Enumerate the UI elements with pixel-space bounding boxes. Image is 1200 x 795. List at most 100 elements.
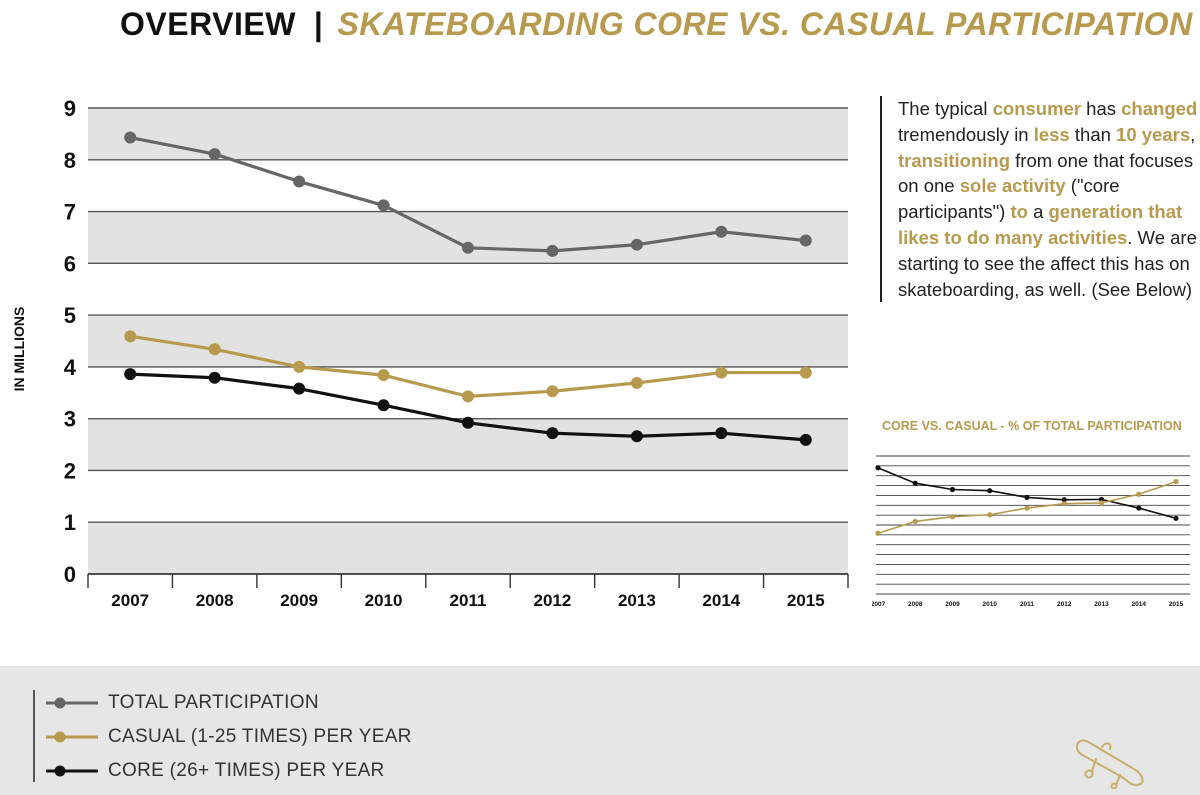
skateboard-icon <box>1076 739 1144 789</box>
desc-text: The typical <box>898 98 993 119</box>
desc-text: has <box>1081 98 1122 119</box>
y-tick-label: 8 <box>64 148 76 173</box>
legend-area: TOTAL PARTICIPATION CASUAL (1-25 TIMES) … <box>0 666 1200 795</box>
mini-data-point-casual <box>875 530 881 536</box>
desc-highlight: changed <box>1121 98 1198 119</box>
desc-highlight: to <box>1010 201 1028 223</box>
legend-swatch-core <box>46 765 98 777</box>
mini-data-point-core <box>1024 494 1030 500</box>
title-separator: | <box>313 6 324 42</box>
x-tick-label: 2013 <box>618 591 656 610</box>
mini-data-point-casual <box>1173 479 1179 485</box>
legend-item-total: TOTAL PARTICIPATION <box>44 686 412 720</box>
legend-divider <box>33 690 35 782</box>
mini-x-tick-label: 2010 <box>983 601 998 608</box>
gridband <box>88 315 848 367</box>
desc-text: tremendously in <box>898 123 1034 145</box>
mini-x-tick-label: 2007 <box>872 601 886 608</box>
mini-x-tick-label: 2011 <box>1020 601 1034 608</box>
gridband <box>88 211 848 264</box>
main-line-chart: 0 1 2 3 4 5 6 7 8 9 2007 2008 2009 2010 2011 2012 2013 20… <box>11 96 849 610</box>
legend-label-core: CORE (26+ TIMES) PER YEAR <box>108 760 385 781</box>
desc-text: ("core participants") <box>898 175 1120 223</box>
data-point-casual <box>546 385 559 398</box>
mini-data-point-core <box>1136 505 1142 511</box>
legend: TOTAL PARTICIPATION CASUAL (1-25 TIMES) … <box>44 686 412 788</box>
y-tick-label: 9 <box>64 96 76 121</box>
data-point-total <box>546 244 559 257</box>
mini-data-point-casual <box>987 512 993 518</box>
data-point-core <box>715 427 728 440</box>
legend-item-core: CORE (26+ TIMES) PER YEAR <box>44 754 412 788</box>
desc-highlight: less <box>1033 123 1070 145</box>
mini-data-point-core <box>1061 497 1067 503</box>
legend-label-total: TOTAL PARTICIPATION <box>108 692 319 713</box>
x-tick-label: 2007 <box>111 591 149 610</box>
data-point-total <box>462 241 474 254</box>
mini-data-point-casual <box>912 518 918 525</box>
mini-data-point-core <box>949 486 956 493</box>
desc-text: , <box>1190 123 1196 145</box>
legend-label-casual: CASUAL (1-25 TIMES) PER YEAR <box>108 726 412 747</box>
data-point-casual <box>462 390 474 403</box>
data-point-casual <box>124 330 137 343</box>
desc-text: than <box>1069 123 1117 145</box>
mini-data-point-casual <box>1136 491 1142 497</box>
data-point-casual <box>799 366 812 379</box>
gridband <box>88 522 848 574</box>
mini-x-tick-label: 2015 <box>1169 601 1184 608</box>
mini-x-tick-label: 2008 <box>908 601 923 608</box>
y-tick-label: 5 <box>64 303 76 328</box>
mini-data-point-core <box>912 480 918 486</box>
mini-data-point-core <box>1173 515 1179 521</box>
title-overview: OVERVIEW <box>120 6 296 42</box>
x-tick-label: 2015 <box>787 591 825 610</box>
title-subtitle: SKATEBOARDING CORE VS. CASUAL PARTICIPAT… <box>337 6 1193 42</box>
desc-highlight: sole activity <box>959 175 1066 197</box>
x-tick-label: 2010 <box>365 591 403 610</box>
data-point-total <box>715 225 728 238</box>
desc-highlight: transitioning <box>898 149 1011 171</box>
data-point-casual <box>377 369 390 382</box>
y-tick-label: 0 <box>64 562 76 587</box>
mini-chart-title: CORE VS. CASUAL - % OF TOTAL PARTICIPATI… <box>882 419 1182 433</box>
x-tick-label: 2014 <box>702 591 740 610</box>
data-point-total <box>630 238 643 251</box>
x-tick-label: 2008 <box>196 591 234 610</box>
desc-highlight: 10 years <box>1116 123 1191 145</box>
y-axis-label: IN MILLIONS <box>11 307 27 392</box>
data-point-total <box>208 148 221 161</box>
y-tick-label: 1 <box>64 510 76 535</box>
data-point-core <box>293 382 306 395</box>
legend-swatch-casual <box>46 731 98 743</box>
data-point-total <box>293 175 306 188</box>
mini-data-point-casual <box>1061 501 1067 507</box>
data-point-core <box>630 430 643 443</box>
data-point-casual <box>715 366 728 379</box>
y-tick-label: 6 <box>64 251 76 276</box>
desc-highlight: consumer <box>992 98 1082 119</box>
mini-x-tick-label: 2009 <box>945 601 960 608</box>
mini-data-point-casual <box>949 514 956 520</box>
legend-swatch-total <box>46 697 98 709</box>
x-tick-label: 2012 <box>534 591 572 610</box>
data-point-core <box>124 368 137 381</box>
y-tick-label: 2 <box>64 458 76 483</box>
mini-x-tick-label: 2012 <box>1057 601 1072 608</box>
desc-text: . We are starting to see the affect this… <box>898 226 1197 300</box>
data-point-casual <box>630 376 643 389</box>
data-point-casual <box>293 360 306 373</box>
mini-x-tick-label: 2014 <box>1132 601 1147 608</box>
data-point-total <box>799 234 812 247</box>
mini-data-point-core <box>987 488 993 494</box>
mini-line-chart: CORE VS. CASUAL - % OF TOTAL PARTICIPATI… <box>872 419 1190 608</box>
data-point-core <box>799 433 812 446</box>
mini-x-tick-label: 2013 <box>1094 601 1109 608</box>
y-tick-label: 4 <box>64 355 77 380</box>
data-point-casual <box>208 343 221 356</box>
legend-item-casual: CASUAL (1-25 TIMES) PER YEAR <box>44 720 412 754</box>
mini-data-point-core <box>875 465 881 471</box>
data-point-core <box>377 399 390 412</box>
x-tick-label: 2011 <box>450 591 487 610</box>
desc-text: a <box>1027 201 1049 223</box>
